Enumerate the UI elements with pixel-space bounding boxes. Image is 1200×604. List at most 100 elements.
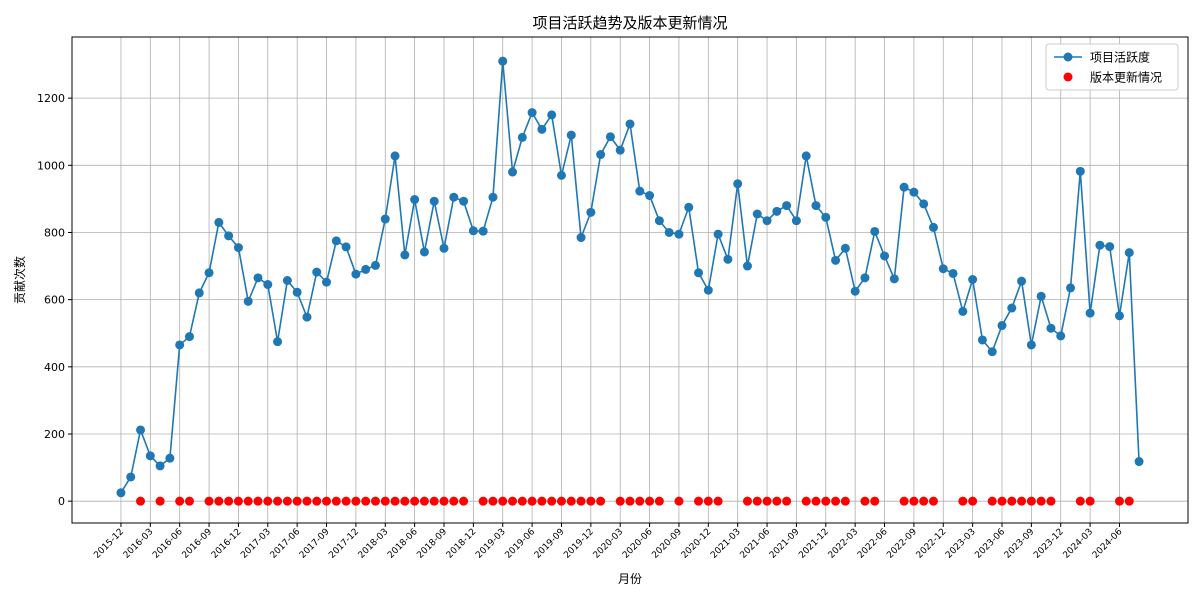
scatter-point — [1046, 496, 1056, 506]
data-point — [126, 472, 136, 482]
data-point — [1066, 283, 1076, 293]
scatter-point — [224, 496, 234, 506]
data-point — [850, 286, 860, 296]
data-point — [1105, 242, 1115, 252]
data-point — [645, 191, 655, 201]
legend-marker — [1063, 72, 1073, 82]
chart-title: 项目活跃趋势及版本更新情况 — [532, 14, 727, 32]
data-point — [410, 195, 420, 205]
data-point — [302, 312, 312, 322]
scatter-point — [654, 496, 664, 506]
scatter-point — [449, 496, 459, 506]
data-point — [468, 226, 478, 236]
scatter-point — [302, 496, 312, 506]
data-point — [919, 199, 929, 209]
data-point — [772, 206, 782, 216]
scatter-point — [694, 496, 704, 506]
scatter-point — [136, 496, 146, 506]
data-point — [703, 285, 713, 295]
data-point — [1085, 308, 1095, 318]
scatter-point — [214, 496, 224, 506]
data-point — [273, 337, 283, 347]
data-point — [136, 425, 146, 435]
data-point — [615, 145, 625, 155]
data-point — [605, 132, 615, 142]
scatter-point — [390, 496, 400, 506]
scatter-point — [331, 496, 341, 506]
scatter-point — [1036, 496, 1046, 506]
data-point — [860, 273, 870, 283]
scatter-point — [919, 496, 929, 506]
scatter-point — [674, 496, 684, 506]
data-point — [1124, 248, 1134, 258]
data-point — [439, 243, 449, 253]
data-point — [762, 216, 772, 226]
y-axis-label: 贡献次数 — [12, 256, 27, 304]
data-point — [742, 261, 752, 271]
data-point — [576, 233, 586, 243]
scatter-point — [703, 496, 713, 506]
scatter-point — [341, 496, 351, 506]
data-point — [801, 151, 811, 161]
scatter-point — [488, 496, 498, 506]
scatter-point — [312, 496, 322, 506]
legend-box — [1045, 43, 1179, 91]
data-point — [194, 288, 204, 298]
scatter-point — [459, 496, 469, 506]
legend-marker — [1063, 52, 1073, 62]
data-point — [664, 227, 674, 237]
data-point — [233, 243, 243, 253]
data-point — [155, 461, 165, 471]
data-point — [243, 296, 253, 306]
y-tick-label: 1200 — [37, 92, 65, 105]
scatter-point — [380, 496, 390, 506]
data-point — [586, 207, 596, 217]
x-axis-label: 月份 — [618, 572, 642, 586]
data-point — [1134, 457, 1144, 467]
data-point — [831, 255, 841, 265]
scatter-point — [958, 496, 968, 506]
data-point — [1036, 291, 1046, 301]
data-point — [145, 451, 155, 461]
data-point — [821, 212, 831, 222]
scatter-point — [556, 496, 566, 506]
data-point — [380, 214, 390, 224]
y-tick-label: 400 — [44, 361, 65, 374]
data-point — [517, 132, 527, 142]
scatter-point — [713, 496, 723, 506]
scatter-point — [361, 496, 371, 506]
data-point — [449, 192, 459, 202]
data-point — [165, 453, 175, 463]
legend-label: 项目活跃度 — [1090, 50, 1150, 65]
data-point — [547, 110, 557, 120]
scatter-point — [625, 496, 635, 506]
y-tick-label: 200 — [44, 428, 65, 441]
scatter-point — [263, 496, 273, 506]
scatter-point — [928, 496, 938, 506]
data-point — [938, 264, 948, 274]
scatter-point — [576, 496, 586, 506]
scatter-point — [742, 496, 752, 506]
data-point — [566, 130, 576, 140]
scatter-point — [184, 496, 194, 506]
scatter-point — [478, 496, 488, 506]
scatter-point — [968, 496, 978, 506]
data-point — [175, 340, 185, 350]
data-point — [527, 108, 537, 118]
data-point — [282, 276, 292, 286]
scatter-point — [351, 496, 361, 506]
scatter-point — [772, 496, 782, 506]
data-point — [429, 196, 439, 206]
scatter-point — [566, 496, 576, 506]
data-point — [537, 124, 547, 134]
data-point — [361, 264, 371, 274]
data-point — [341, 242, 351, 252]
data-point — [635, 186, 645, 196]
scatter-point — [860, 496, 870, 506]
data-point — [478, 226, 488, 236]
y-tick-label: 1000 — [37, 159, 65, 172]
data-point — [116, 488, 126, 498]
data-point — [1007, 303, 1017, 313]
scatter-point — [1026, 496, 1036, 506]
scatter-point — [243, 496, 253, 506]
